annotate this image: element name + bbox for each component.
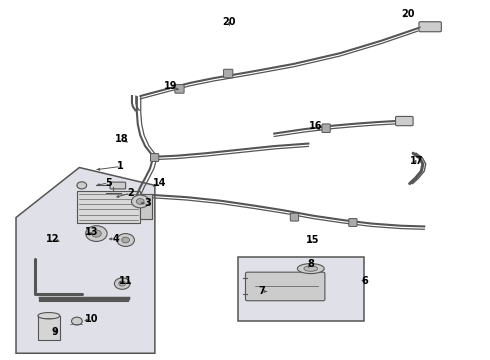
FancyBboxPatch shape [395,116,413,126]
Text: 4: 4 [113,234,119,244]
Circle shape [72,317,82,325]
Text: 20: 20 [222,17,236,27]
Circle shape [136,199,144,204]
Text: 7: 7 [259,287,266,296]
Text: 19: 19 [164,81,178,91]
Text: 6: 6 [361,276,368,286]
Ellipse shape [304,266,318,271]
Text: 15: 15 [305,235,319,245]
FancyBboxPatch shape [238,257,365,321]
Circle shape [119,281,125,286]
Circle shape [115,278,130,289]
Polygon shape [140,194,152,219]
FancyBboxPatch shape [223,69,233,78]
Circle shape [117,234,134,247]
Text: 11: 11 [119,276,132,286]
Text: 14: 14 [153,178,167,188]
Text: 9: 9 [51,327,58,337]
Text: 16: 16 [309,121,322,131]
Circle shape [131,195,149,208]
Text: 8: 8 [307,259,314,269]
Text: 2: 2 [127,188,134,198]
Text: 1: 1 [118,161,124,171]
Text: 20: 20 [401,9,415,19]
Circle shape [122,237,129,243]
FancyBboxPatch shape [290,213,298,221]
FancyBboxPatch shape [110,182,125,189]
Circle shape [92,230,101,237]
Polygon shape [16,167,155,353]
Text: 17: 17 [410,157,423,166]
Circle shape [77,182,87,189]
Text: 18: 18 [116,134,129,144]
FancyBboxPatch shape [175,85,184,93]
Bar [38,316,60,340]
Text: 5: 5 [105,178,112,188]
Text: 12: 12 [46,234,59,244]
FancyBboxPatch shape [419,22,441,32]
Text: 13: 13 [85,227,98,237]
FancyBboxPatch shape [245,272,325,301]
FancyBboxPatch shape [150,154,159,161]
FancyBboxPatch shape [77,191,140,223]
Ellipse shape [38,312,60,319]
FancyBboxPatch shape [322,124,330,132]
Text: 10: 10 [85,314,98,324]
Text: 3: 3 [144,198,151,208]
Ellipse shape [297,264,324,274]
FancyBboxPatch shape [349,219,357,226]
Circle shape [86,226,107,242]
